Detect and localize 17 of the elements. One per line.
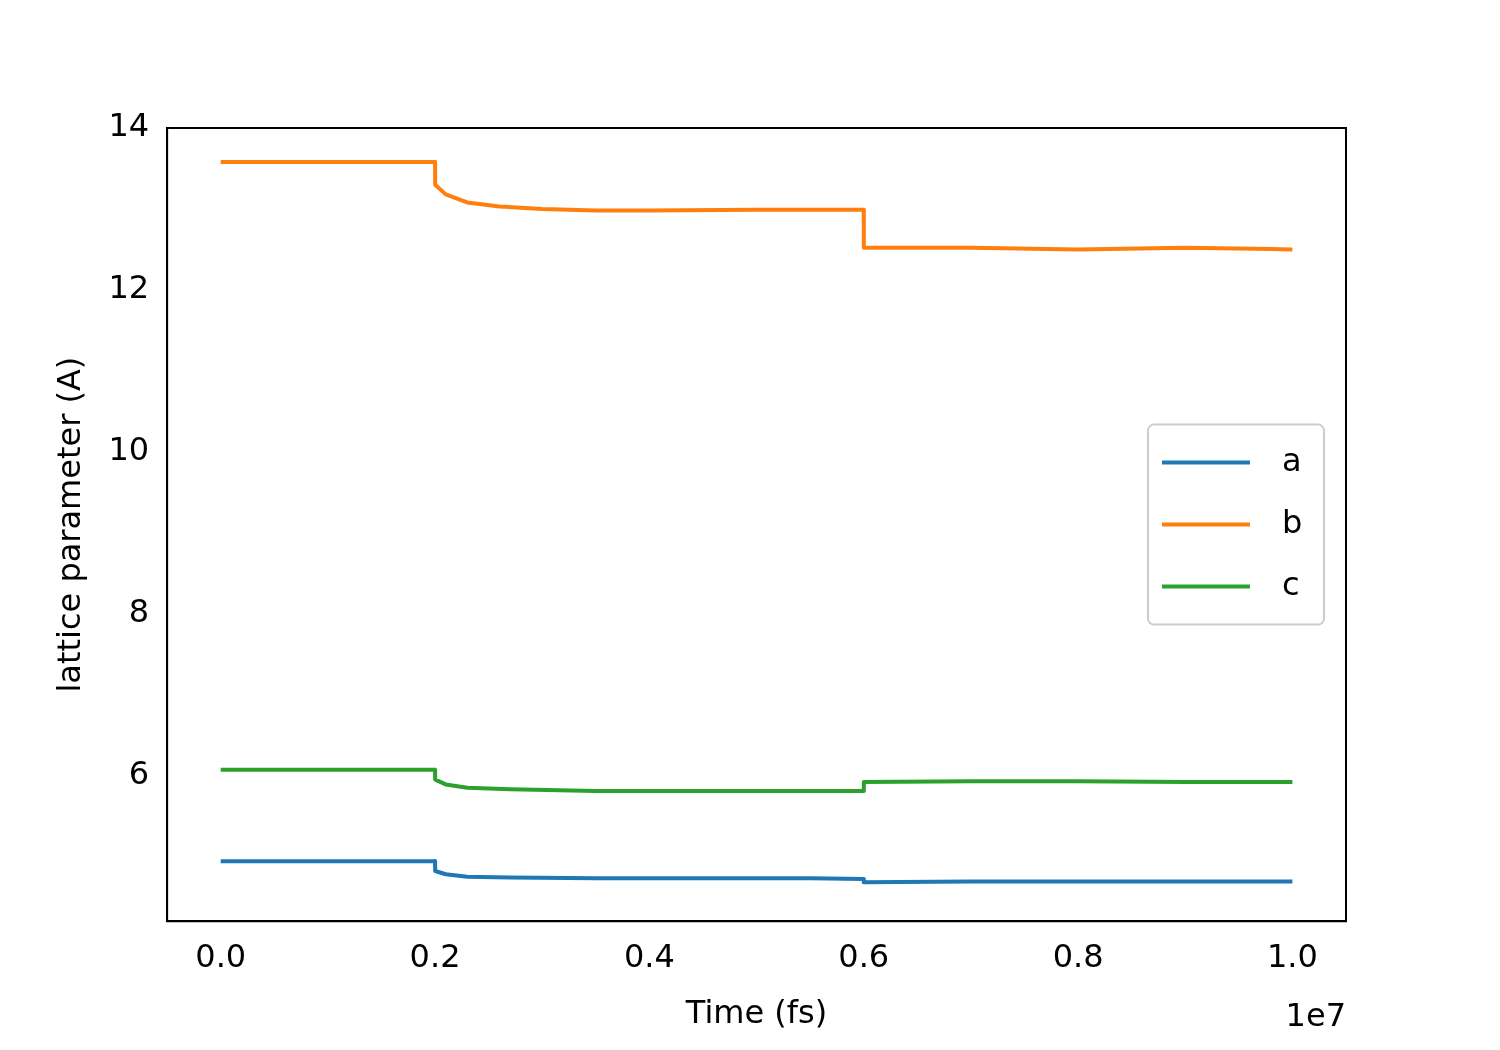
y-axis-title: lattice parameter (A) <box>49 356 88 693</box>
x-axis-title: Time (fs) <box>684 993 828 1032</box>
y-tick-label: 8 <box>128 591 150 630</box>
legend-label: b <box>1282 502 1303 541</box>
legend-label: c <box>1282 564 1300 603</box>
legend-label: a <box>1282 440 1302 479</box>
x-tick-label: 0.0 <box>195 936 247 975</box>
y-tick-label: 14 <box>108 106 150 145</box>
y-tick-label: 12 <box>108 268 150 307</box>
x-tick-label: 1.0 <box>1266 936 1318 975</box>
x-tick-label: 0.2 <box>409 936 461 975</box>
x-tick-label: 0.8 <box>1052 936 1104 975</box>
y-tick-label: 6 <box>128 753 150 792</box>
x-tick-label: 0.4 <box>623 936 675 975</box>
x-tick-label: 0.6 <box>838 936 890 975</box>
text: 1e7 <box>1285 995 1346 1034</box>
y-tick-label: 10 <box>108 430 150 469</box>
